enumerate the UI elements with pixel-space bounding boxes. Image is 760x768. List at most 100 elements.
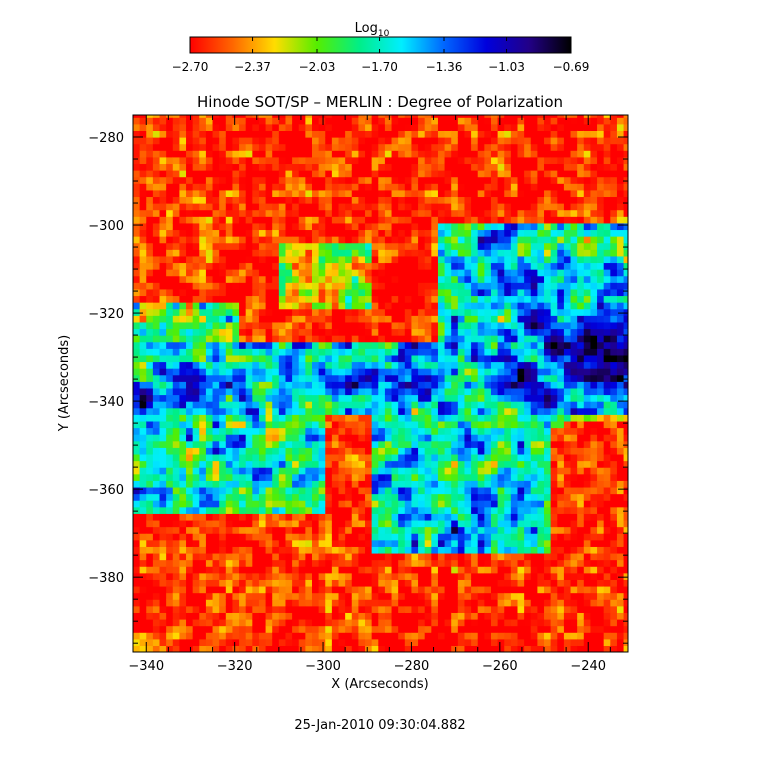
heatmap-cell bbox=[391, 447, 399, 455]
heatmap-cell bbox=[159, 539, 167, 547]
heatmap-cell bbox=[338, 183, 346, 191]
heatmap-cell bbox=[471, 526, 479, 534]
heatmap-cell bbox=[146, 262, 154, 270]
heatmap-cell bbox=[192, 407, 200, 415]
heatmap-cell bbox=[338, 453, 346, 462]
heatmap-cell bbox=[172, 434, 181, 442]
heatmap-cell bbox=[312, 414, 320, 422]
heatmap-cell bbox=[338, 328, 346, 336]
heatmap-cell bbox=[371, 420, 379, 429]
heatmap-cell bbox=[285, 150, 293, 158]
heatmap-cell bbox=[418, 420, 426, 429]
heatmap-cell bbox=[298, 625, 306, 633]
heatmap-cell bbox=[517, 348, 525, 356]
heatmap-cell bbox=[219, 434, 227, 442]
heatmap-cell bbox=[212, 585, 220, 594]
heatmap-cell bbox=[464, 143, 472, 151]
heatmap-cell bbox=[444, 467, 452, 475]
heatmap-cell bbox=[285, 321, 293, 330]
heatmap-cell bbox=[384, 255, 393, 264]
heatmap-cell bbox=[338, 559, 346, 567]
heatmap-cell bbox=[444, 189, 452, 198]
heatmap-cell bbox=[497, 374, 505, 382]
heatmap-cell bbox=[325, 632, 333, 640]
heatmap-cell bbox=[298, 348, 306, 356]
heatmap-cell bbox=[457, 137, 466, 145]
heatmap-cell bbox=[159, 473, 167, 481]
heatmap-cell bbox=[384, 480, 393, 488]
heatmap-cell bbox=[205, 282, 214, 290]
heatmap-cell bbox=[530, 341, 538, 349]
heatmap-cell bbox=[212, 420, 220, 429]
heatmap-cell bbox=[172, 242, 181, 250]
heatmap-cell bbox=[490, 282, 499, 290]
heatmap-cell bbox=[457, 236, 466, 244]
heatmap-cell bbox=[378, 163, 386, 171]
heatmap-cell bbox=[318, 288, 326, 297]
heatmap-cell bbox=[517, 618, 525, 627]
heatmap-cell bbox=[517, 209, 525, 217]
heatmap-cell bbox=[186, 354, 194, 363]
heatmap-cell bbox=[219, 170, 227, 178]
heatmap-cell bbox=[464, 295, 472, 303]
heatmap-cell bbox=[457, 315, 466, 323]
heatmap-cell bbox=[517, 420, 525, 429]
heatmap-cell bbox=[497, 645, 505, 652]
heatmap-cell bbox=[199, 123, 207, 131]
heatmap-cell bbox=[351, 585, 359, 594]
heatmap-cell bbox=[192, 130, 200, 138]
heatmap-cell bbox=[398, 170, 406, 178]
heatmap-cell bbox=[172, 632, 181, 640]
heatmap-cell bbox=[245, 407, 253, 415]
heatmap-cell bbox=[510, 467, 519, 475]
heatmap-cell bbox=[166, 143, 174, 151]
heatmap-cell bbox=[212, 506, 220, 514]
heatmap-cell bbox=[504, 115, 512, 118]
heatmap-cell bbox=[517, 236, 525, 244]
heatmap-cell bbox=[464, 414, 472, 422]
heatmap-cell bbox=[437, 209, 446, 217]
heatmap-cell bbox=[172, 183, 181, 191]
heatmap-cell bbox=[172, 414, 181, 422]
heatmap-cell bbox=[484, 453, 492, 462]
heatmap-cell bbox=[199, 618, 207, 627]
heatmap-cell bbox=[444, 394, 452, 402]
heatmap-cell bbox=[497, 249, 505, 257]
heatmap-cell bbox=[510, 566, 519, 574]
heatmap-cell bbox=[431, 176, 439, 184]
heatmap-cell bbox=[424, 440, 432, 448]
heatmap-cell bbox=[192, 552, 200, 561]
heatmap-cell bbox=[477, 381, 485, 389]
heatmap-cell bbox=[484, 387, 492, 396]
heatmap-cell bbox=[272, 143, 280, 151]
heatmap-cell bbox=[278, 552, 287, 561]
heatmap-cell bbox=[159, 183, 167, 191]
heatmap-cell bbox=[484, 473, 492, 481]
heatmap-cell bbox=[159, 150, 167, 158]
heatmap-cell bbox=[365, 143, 373, 151]
heatmap-cell bbox=[186, 242, 194, 250]
heatmap-cell bbox=[305, 229, 313, 237]
heatmap-cell bbox=[179, 308, 187, 316]
heatmap-cell bbox=[411, 506, 419, 514]
heatmap-cell bbox=[305, 638, 313, 646]
heatmap-cell bbox=[358, 500, 366, 508]
heatmap-cell bbox=[139, 434, 147, 442]
heatmap-cell bbox=[530, 645, 538, 652]
heatmap-cell bbox=[312, 427, 320, 435]
heatmap-cell bbox=[424, 559, 432, 567]
heatmap-cell bbox=[285, 269, 293, 277]
heatmap-cell bbox=[358, 308, 366, 316]
heatmap-cell bbox=[418, 546, 426, 554]
heatmap-cell bbox=[166, 394, 174, 402]
heatmap-cell bbox=[159, 374, 167, 382]
heatmap-cell bbox=[159, 368, 167, 376]
heatmap-cell bbox=[510, 236, 519, 244]
heatmap-cell bbox=[391, 183, 399, 191]
heatmap-cell bbox=[504, 566, 512, 574]
heatmap-cell bbox=[371, 434, 379, 442]
heatmap-cell bbox=[219, 216, 227, 224]
heatmap-cell bbox=[477, 236, 485, 244]
heatmap-cell bbox=[139, 163, 147, 171]
heatmap-cell bbox=[490, 203, 499, 211]
